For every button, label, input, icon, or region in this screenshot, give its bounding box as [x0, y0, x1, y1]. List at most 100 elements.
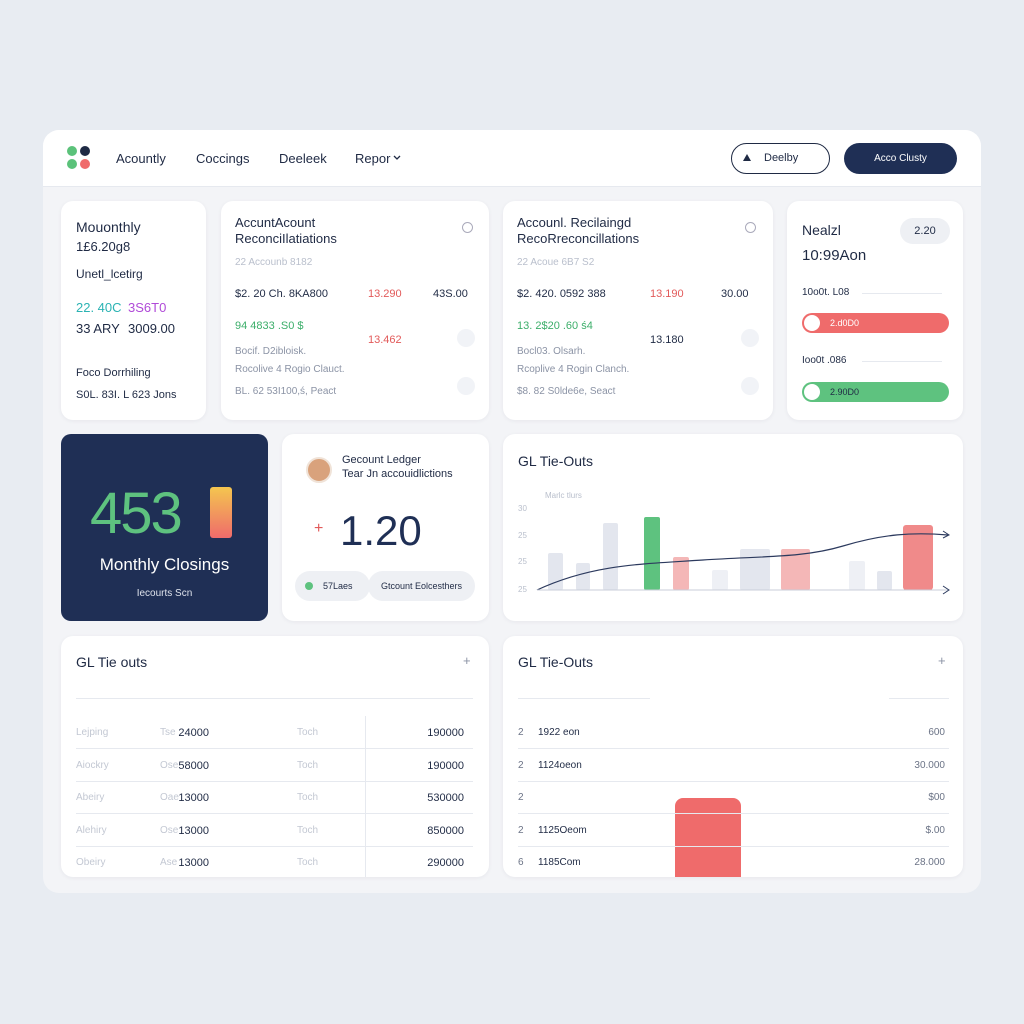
cell: 13. 2$20 .60 ś4 — [517, 320, 593, 332]
table-cell: Toch — [297, 824, 319, 836]
row-divider — [518, 813, 949, 814]
chevron — [393, 155, 401, 160]
bar-label: Ioo0t .086 — [802, 355, 847, 366]
card-title: AccuntAcount ReconciIlatiations — [235, 215, 337, 246]
status-card: Nealzl 10:99Aon 2.20 10o0t. L08 2.d0D0 I… — [787, 201, 963, 420]
table-cell: 1185Com — [538, 857, 581, 868]
recon-card: Accounl. Recilaingd RecoRreconcillations… — [503, 201, 773, 420]
progress-value: 2.d0D0 — [830, 318, 860, 328]
logo-dot — [67, 146, 77, 156]
note: Bocif. D2ibloisk. — [235, 346, 307, 357]
chip-dot — [305, 582, 313, 590]
value: 22. 40C — [76, 300, 122, 315]
table-cell: 13000 — [178, 824, 209, 837]
cell: 13.190 — [650, 288, 684, 300]
nav-item[interactable]: Deeleek — [279, 151, 327, 166]
axis-label: 25 — [518, 531, 527, 540]
bar-label: 10o0t. L08 — [802, 287, 850, 298]
icon-button[interactable] — [457, 377, 475, 395]
icon-button[interactable] — [457, 329, 475, 347]
nav-item[interactable]: Repor — [355, 151, 391, 166]
divider — [518, 698, 650, 699]
axis-label: 25 — [518, 585, 527, 594]
table-cell: 190000 — [427, 727, 464, 739]
cell: 13.180 — [650, 334, 684, 346]
row-divider — [76, 845, 473, 847]
note: BL. 62 53I100,ś, Peact — [235, 386, 337, 397]
table-cell: 290000 — [427, 857, 464, 869]
table-cell: 13000 — [178, 857, 209, 869]
table-cell: 190000 — [427, 759, 464, 772]
bar — [673, 557, 689, 590]
table-cell: Aiockry — [76, 759, 109, 771]
add-icon[interactable]: + — [463, 653, 471, 668]
label: Unetl_lcetirg — [76, 267, 143, 281]
nav-item[interactable]: Coccings — [196, 151, 250, 166]
button-outline[interactable]: Deelby — [731, 143, 830, 174]
table-cell: Ose — [160, 759, 179, 771]
chip[interactable]: 57Laes — [295, 571, 370, 601]
badge: 2.20 — [900, 218, 950, 244]
nav-item[interactable]: Acountly — [116, 151, 166, 166]
cell: $2. 20 Ch. 8KA800 — [235, 288, 328, 300]
row-divider — [76, 780, 473, 782]
bar — [849, 561, 865, 590]
table-cell: Alehiry — [76, 824, 107, 836]
top-bar — [43, 130, 981, 187]
chip-label: Gtcount Eolcesthers — [380, 581, 463, 591]
bar — [903, 525, 933, 590]
sign: + — [314, 520, 324, 537]
column-divider — [365, 716, 366, 877]
value: 3009.00 — [128, 321, 175, 336]
progress-value: 2.90D0 — [830, 387, 860, 397]
progress-knob — [804, 315, 820, 331]
table-cell: 30.000 — [914, 759, 945, 771]
table-cell: Toch — [297, 792, 319, 803]
table-cell: Ose — [160, 824, 179, 836]
table-card: GL Tie outs + Lejping Tse 24000 Toch 190000 A… — [61, 636, 489, 877]
table-cell: 1125Oeom — [538, 824, 587, 836]
row-divider — [518, 780, 949, 782]
icon-button[interactable] — [741, 329, 759, 347]
kpi-bar-icon — [210, 487, 232, 538]
kpi-label: Monthly Closings — [99, 555, 230, 574]
kpi-link[interactable]: Iecourts Scn — [136, 588, 193, 599]
bell-icon — [743, 154, 751, 161]
radio[interactable] — [745, 222, 756, 233]
summary-card: Mouonthly 1£6.20g8 Unetl_lcetirg 22. 40C… — [61, 201, 206, 420]
table-cell: 530000 — [427, 792, 464, 804]
table-cell: Toch — [297, 727, 319, 738]
table-cell: Abeiry — [76, 792, 105, 803]
icon-button[interactable] — [741, 377, 759, 395]
avatar — [306, 457, 332, 483]
radio[interactable] — [462, 222, 473, 233]
table-cell: 2 — [518, 727, 524, 738]
table-cell: Lejping — [76, 727, 109, 738]
add-icon[interactable]: + — [938, 653, 946, 668]
ledger-card: Gecount Ledger Tear Jn accouidlictions +… — [282, 434, 489, 621]
row-divider — [518, 845, 949, 847]
bar — [781, 549, 810, 590]
value: S0L. 83I. L 623 Jons — [76, 389, 177, 401]
table-cell: 600 — [928, 727, 945, 738]
table-cell: 6 — [518, 857, 524, 868]
ledger-title: Gecount Ledger — [342, 454, 421, 466]
card-title: GL Tie-Outs — [518, 654, 593, 670]
axis-label: 30 — [518, 504, 527, 513]
chip[interactable]: Gtcount Eolcesthers — [368, 571, 475, 601]
subtitle: 22 Acoue 6B7 S2 — [517, 257, 595, 268]
table-card: GL Tie-Outs + 2 1922 eon 600 2 1124oeon 30.00… — [503, 636, 963, 877]
cell: 13.290 — [368, 288, 402, 300]
cell: $2. 420. 0592 388 — [517, 288, 606, 300]
bar — [877, 571, 892, 590]
table-cell: 2 — [518, 792, 524, 803]
bar — [576, 563, 590, 590]
button-primary[interactable]: Acco Clusty — [844, 143, 957, 174]
table-cell: 850000 — [427, 824, 464, 837]
subtitle: 22 Accounb 8182 — [235, 257, 313, 268]
table-cell: 28.000 — [914, 857, 945, 868]
value: 33 ARY — [76, 321, 120, 336]
chart-graphic — [536, 517, 950, 595]
bar — [644, 517, 660, 590]
table-cell: Oae — [160, 792, 179, 803]
